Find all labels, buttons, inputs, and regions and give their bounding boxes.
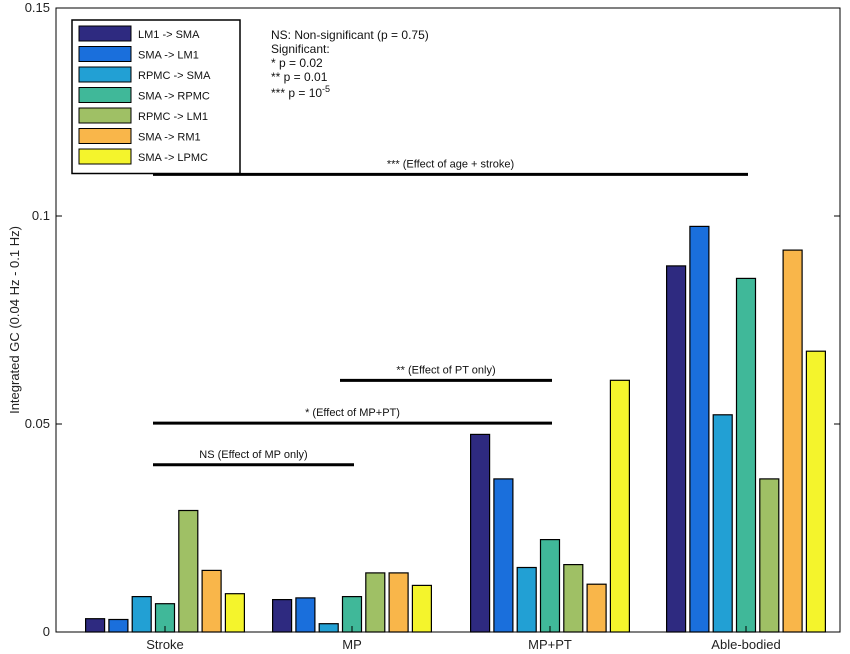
bar-sma-rpmc-mp-pt (539, 538, 561, 633)
legend-swatch (78, 107, 132, 124)
significance-label: ** (Effect of PT only) (396, 364, 495, 376)
bar-rpmc-lm1-mp (365, 572, 386, 633)
legend-label: LM1 -> SMA (138, 29, 200, 41)
bar-lm1-sma-able-bodied (665, 265, 687, 633)
x-tick-label: MP+PT (528, 637, 572, 652)
note-p2: ** p = 0.01 (271, 70, 328, 84)
legend: LM1 -> SMA SMA -> LM1 RPMC -> SMA SMA -> RP… (71, 19, 241, 175)
x-tick-label: MP (342, 637, 362, 652)
bar-sma-lpmc-mp-pt (609, 379, 631, 633)
y-tick-label: 0.1 (32, 208, 50, 223)
bar-lm1-sma-mp (272, 598, 293, 633)
bar-sma-lm1-mp (295, 597, 316, 633)
bar-sma-lm1-mp-pt (493, 478, 514, 633)
bar-rpmc-sma-mp (318, 623, 339, 633)
note-p3: *** p = 10-5 (271, 84, 330, 100)
legend-swatch (78, 87, 132, 103)
bar-sma-rm1-stroke (201, 569, 222, 633)
y-axis-label: Integrated GC (0.04 Hz - 0.1 Hz) (7, 226, 22, 414)
significance-label: *** (Effect of age + stroke) (387, 158, 514, 170)
bar-rpmc-sma-stroke (131, 595, 152, 633)
bar-sma-lpmc-stroke (224, 593, 245, 633)
legend-label: SMA -> RPMC (138, 91, 210, 103)
significance-label: NS (Effect of MP only) (199, 449, 307, 461)
note-p3-prefix: *** p = 10 (271, 86, 322, 100)
note-ns: NS: Non-significant (p = 0.75) (271, 28, 429, 42)
bars-group (84, 225, 827, 633)
bar-sma-rm1-able-bodied (782, 249, 803, 633)
y-axis: 0 0.05 0.1 0.15 (25, 0, 840, 639)
y-tick-label: 0.15 (25, 0, 50, 15)
x-axis: Stroke MP MP+PT Able-bodied (146, 626, 781, 652)
legend-label: RPMC -> LM1 (138, 111, 208, 123)
legend-label: RPMC -> SMA (138, 70, 211, 82)
bar-sma-rm1-mp-pt (586, 583, 607, 633)
bar-sma-lm1-stroke (108, 618, 129, 633)
note-p3-exponent: -5 (322, 84, 330, 94)
bar-rpmc-sma-able-bodied (712, 414, 733, 633)
bar-sma-rm1-mp (388, 572, 409, 633)
legend-swatch (78, 128, 132, 144)
bar-sma-rpmc-able-bodied (735, 277, 757, 633)
legend-label: SMA -> LPMC (138, 152, 208, 164)
y-tick-label: 0 (43, 624, 50, 639)
x-tick-label: Stroke (146, 637, 184, 652)
x-tick-label: Able-bodied (711, 637, 780, 652)
bar-sma-lm1-able-bodied (689, 225, 710, 633)
bar-rpmc-sma-mp-pt (516, 566, 537, 633)
bar-lm1-sma-stroke (84, 618, 106, 633)
bar-rpmc-lm1-mp-pt (563, 563, 584, 633)
plot-frame (55, 7, 841, 633)
legend-swatch (78, 25, 132, 42)
bar-sma-lpmc-mp (411, 584, 432, 633)
legend-swatch (78, 66, 132, 83)
legend-swatch (78, 46, 132, 62)
bar-rpmc-lm1-able-bodied (759, 478, 780, 633)
legend-label: SMA -> LM1 (138, 50, 199, 62)
bar-sma-lpmc-able-bodied (805, 350, 827, 633)
significance-label: * (Effect of MP+PT) (305, 407, 400, 419)
y-tick-label: 0.05 (25, 416, 50, 431)
legend-swatch (78, 148, 132, 165)
significance-lines: *** (Effect of age + stroke) ** (Effect o… (153, 158, 748, 467)
bar-rpmc-lm1-stroke (178, 509, 199, 633)
significance-notes: NS: Non-significant (p = 0.75) Significa… (271, 28, 429, 100)
note-significant: Significant: (271, 42, 330, 56)
note-p1: * p = 0.02 (271, 56, 323, 70)
legend-label: SMA -> RM1 (138, 132, 201, 144)
bar-lm1-sma-mp-pt (470, 433, 491, 633)
